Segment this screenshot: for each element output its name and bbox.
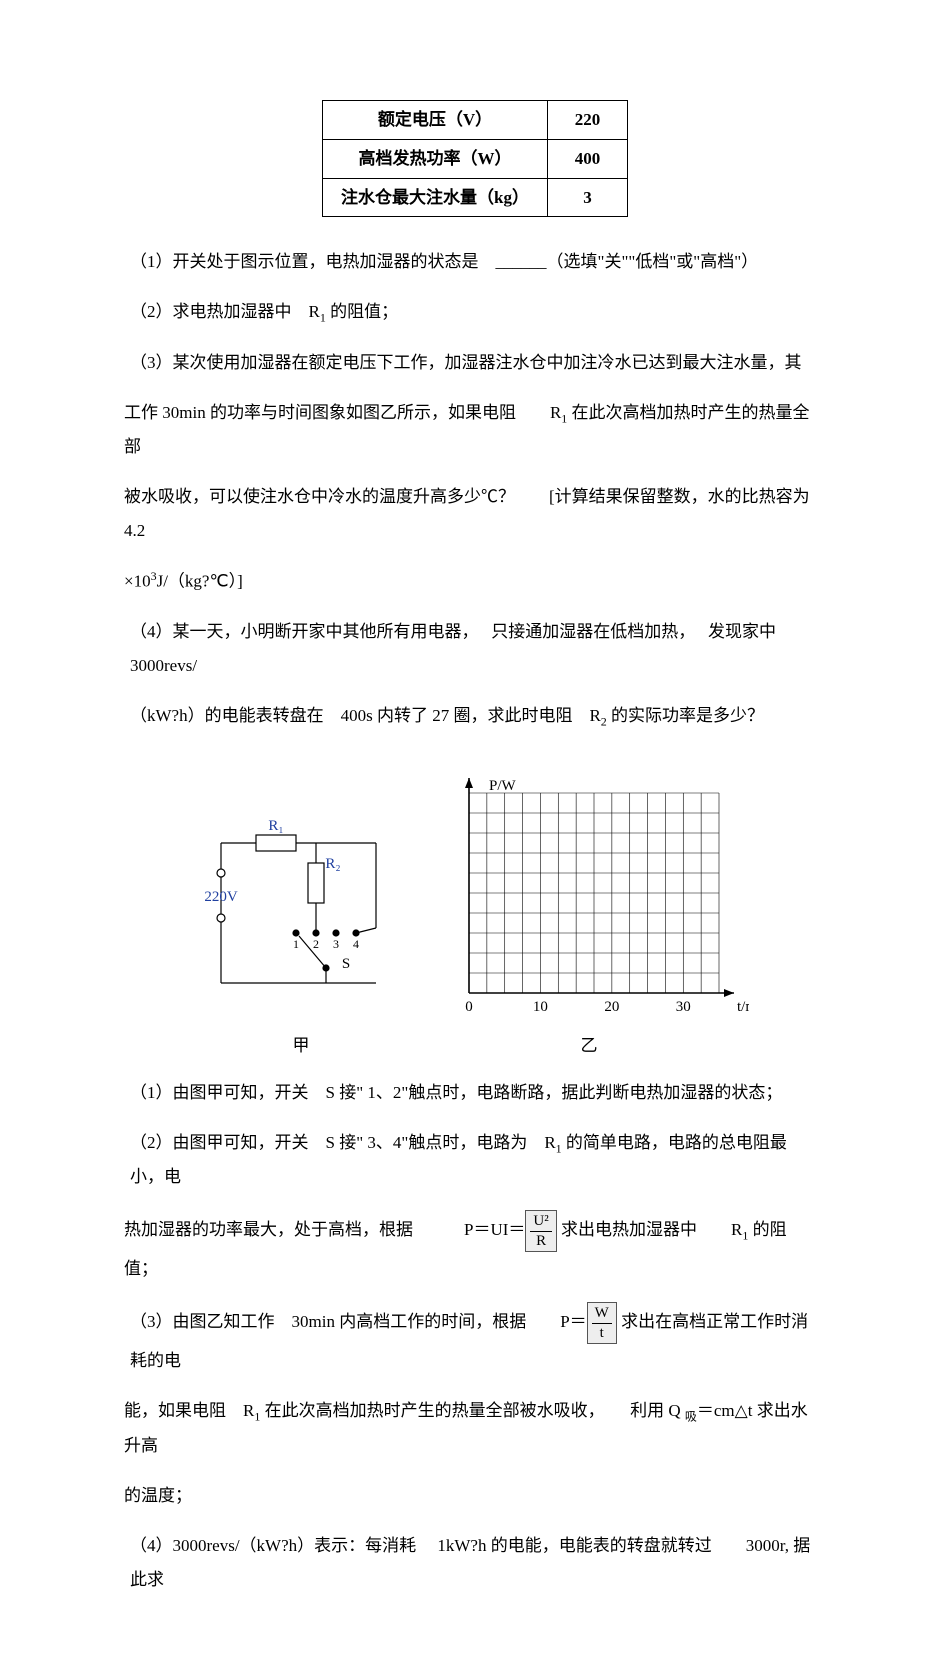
question-1: （1）开关处于图示位置，电热加湿器的状态是 ______（选填"关""低档"或"… (130, 245, 820, 279)
svg-text:t/min: t/min (737, 999, 749, 1015)
svg-text:220V: 220V (204, 889, 238, 905)
svg-text:10: 10 (533, 999, 548, 1015)
graph-diagram: 0 10 20 30 t/min P/W 乙 (429, 763, 749, 1058)
spec-label: 额定电压（V） (323, 101, 548, 140)
svg-text:R₁: R₁ (268, 818, 283, 834)
question-3-line3: 被水吸收，可以使注水仓中冷水的温度升高多少℃？ [计算结果保留整数，水的比热容为… (124, 480, 820, 548)
circuit-caption: 甲 (201, 1034, 401, 1058)
a2b-pre: 热加湿器的功率最大，处于高档，根据 P＝UI＝ (124, 1220, 525, 1239)
circuit-svg: R₁ R₂ 220V 1234S (201, 813, 401, 1023)
spec-value: 400 (547, 139, 627, 178)
a2b-mid: 求出电热加湿器中 R (557, 1220, 743, 1239)
svg-text:P/W: P/W (489, 778, 517, 794)
svg-text:S: S (342, 956, 350, 972)
answer-3c: 的温度； (124, 1479, 820, 1513)
question-3-line2: 工作 30min 的功率与时间图象如图乙所示，如果电阻 R1 在此次高档加热时产… (124, 396, 820, 464)
q4-l2a: （kW?h）的电能表转盘在 400s 内转了 27 圈，求此时电阻 R (130, 706, 601, 725)
answer-3b: 能，如果电阻 R1 在此次高档加热时产生的热量全部被水吸收， 利用 Q 吸＝cm… (124, 1394, 820, 1462)
a3b-sub2: 吸 (685, 1410, 697, 1424)
a3-pre: （3）由图乙知工作 30min 内高档工作的时间，根据 P＝ (130, 1312, 587, 1331)
q3-l4b: J/（kg?℃）] (157, 572, 243, 591)
answer-2b: 热加湿器的功率最大，处于高档，根据 P＝UI＝U²R 求出电热加湿器中 R1 的… (124, 1210, 820, 1286)
q2-pre: （2）求电热加湿器中 R (130, 302, 320, 321)
answer-4: （4）3000revs/（kW?h）表示：每消耗 1kW?h 的电能，电能表的转… (130, 1529, 820, 1597)
question-4-line2: （kW?h）的电能表转盘在 400s 内转了 27 圈，求此时电阻 R2 的实际… (130, 699, 820, 733)
frac-den-wt: t (592, 1324, 612, 1342)
diagram-row: R₁ R₂ 220V 1234S 甲 0 10 20 30 t/min P/W 乙 (130, 763, 820, 1058)
svg-text:0: 0 (465, 999, 473, 1015)
svg-text:20: 20 (604, 999, 619, 1015)
question-2: （2）求电热加湿器中 R1 的阻值； (130, 295, 820, 329)
q4-l2b: 的实际功率是多少？ (607, 706, 764, 725)
graph-svg: 0 10 20 30 t/min P/W (429, 763, 749, 1023)
circuit-diagram: R₁ R₂ 220V 1234S 甲 (201, 813, 401, 1058)
spec-value: 3 (547, 178, 627, 217)
frac-den: R (530, 1232, 551, 1250)
graph-caption: 乙 (429, 1034, 749, 1058)
q3-l2a: 工作 30min 的功率与时间图象如图乙所示，如果电阻 R (124, 403, 561, 422)
spec-row: 额定电压（V）220 (323, 101, 628, 140)
spec-table: 额定电压（V）220高档发热功率（W）400注水仓最大注水量（kg）3 (322, 100, 628, 217)
spec-label: 注水仓最大注水量（kg） (323, 178, 548, 217)
question-4-line1: （4）某一天，小明断开家中其他所有用电器， 只接通加湿器在低档加热， 发现家中 … (130, 615, 820, 683)
fraction-u2-r: U²R (525, 1210, 556, 1252)
answer-1: （1）由图甲可知，开关 S 接" 1、2"触点时，电路断路，据此判断电热加湿器的… (130, 1076, 820, 1110)
answer-2: （2）由图甲可知，开关 S 接" 3、4"触点时，电路为 R1 的简单电路，电路… (130, 1126, 820, 1194)
fraction-w-t: Wt (587, 1302, 617, 1344)
question-3-line1: （3）某次使用加湿器在额定电压下工作，加湿器注水仓中加注冷水已达到最大注水量，其 (130, 346, 820, 380)
svg-text:R₂: R₂ (325, 856, 340, 872)
spec-row: 高档发热功率（W）400 (323, 139, 628, 178)
answer-3: （3）由图乙知工作 30min 内高档工作的时间，根据 P＝Wt 求出在高档正常… (130, 1302, 820, 1378)
a2-pre: （2）由图甲可知，开关 S 接" 3、4"触点时，电路为 R (130, 1133, 556, 1152)
q2-post: 的阻值； (326, 302, 398, 321)
spec-value: 220 (547, 101, 627, 140)
frac-num-wt: W (592, 1305, 612, 1324)
svg-text:4: 4 (353, 937, 359, 951)
q3-l4a: ×10 (124, 572, 151, 591)
frac-num: U² (530, 1213, 551, 1232)
svg-text:30: 30 (676, 999, 691, 1015)
svg-text:3: 3 (333, 937, 339, 951)
spec-row: 注水仓最大注水量（kg）3 (323, 178, 628, 217)
question-3-line4: ×103J/（kg?℃）] (124, 564, 820, 599)
spec-label: 高档发热功率（W） (323, 139, 548, 178)
a3b-mid: 在此次高档加热时产生的热量全部被水吸收， 利用 Q (260, 1401, 685, 1420)
svg-text:1: 1 (293, 937, 299, 951)
svg-text:2: 2 (313, 937, 319, 951)
a3b-pre: 能，如果电阻 R (124, 1401, 254, 1420)
